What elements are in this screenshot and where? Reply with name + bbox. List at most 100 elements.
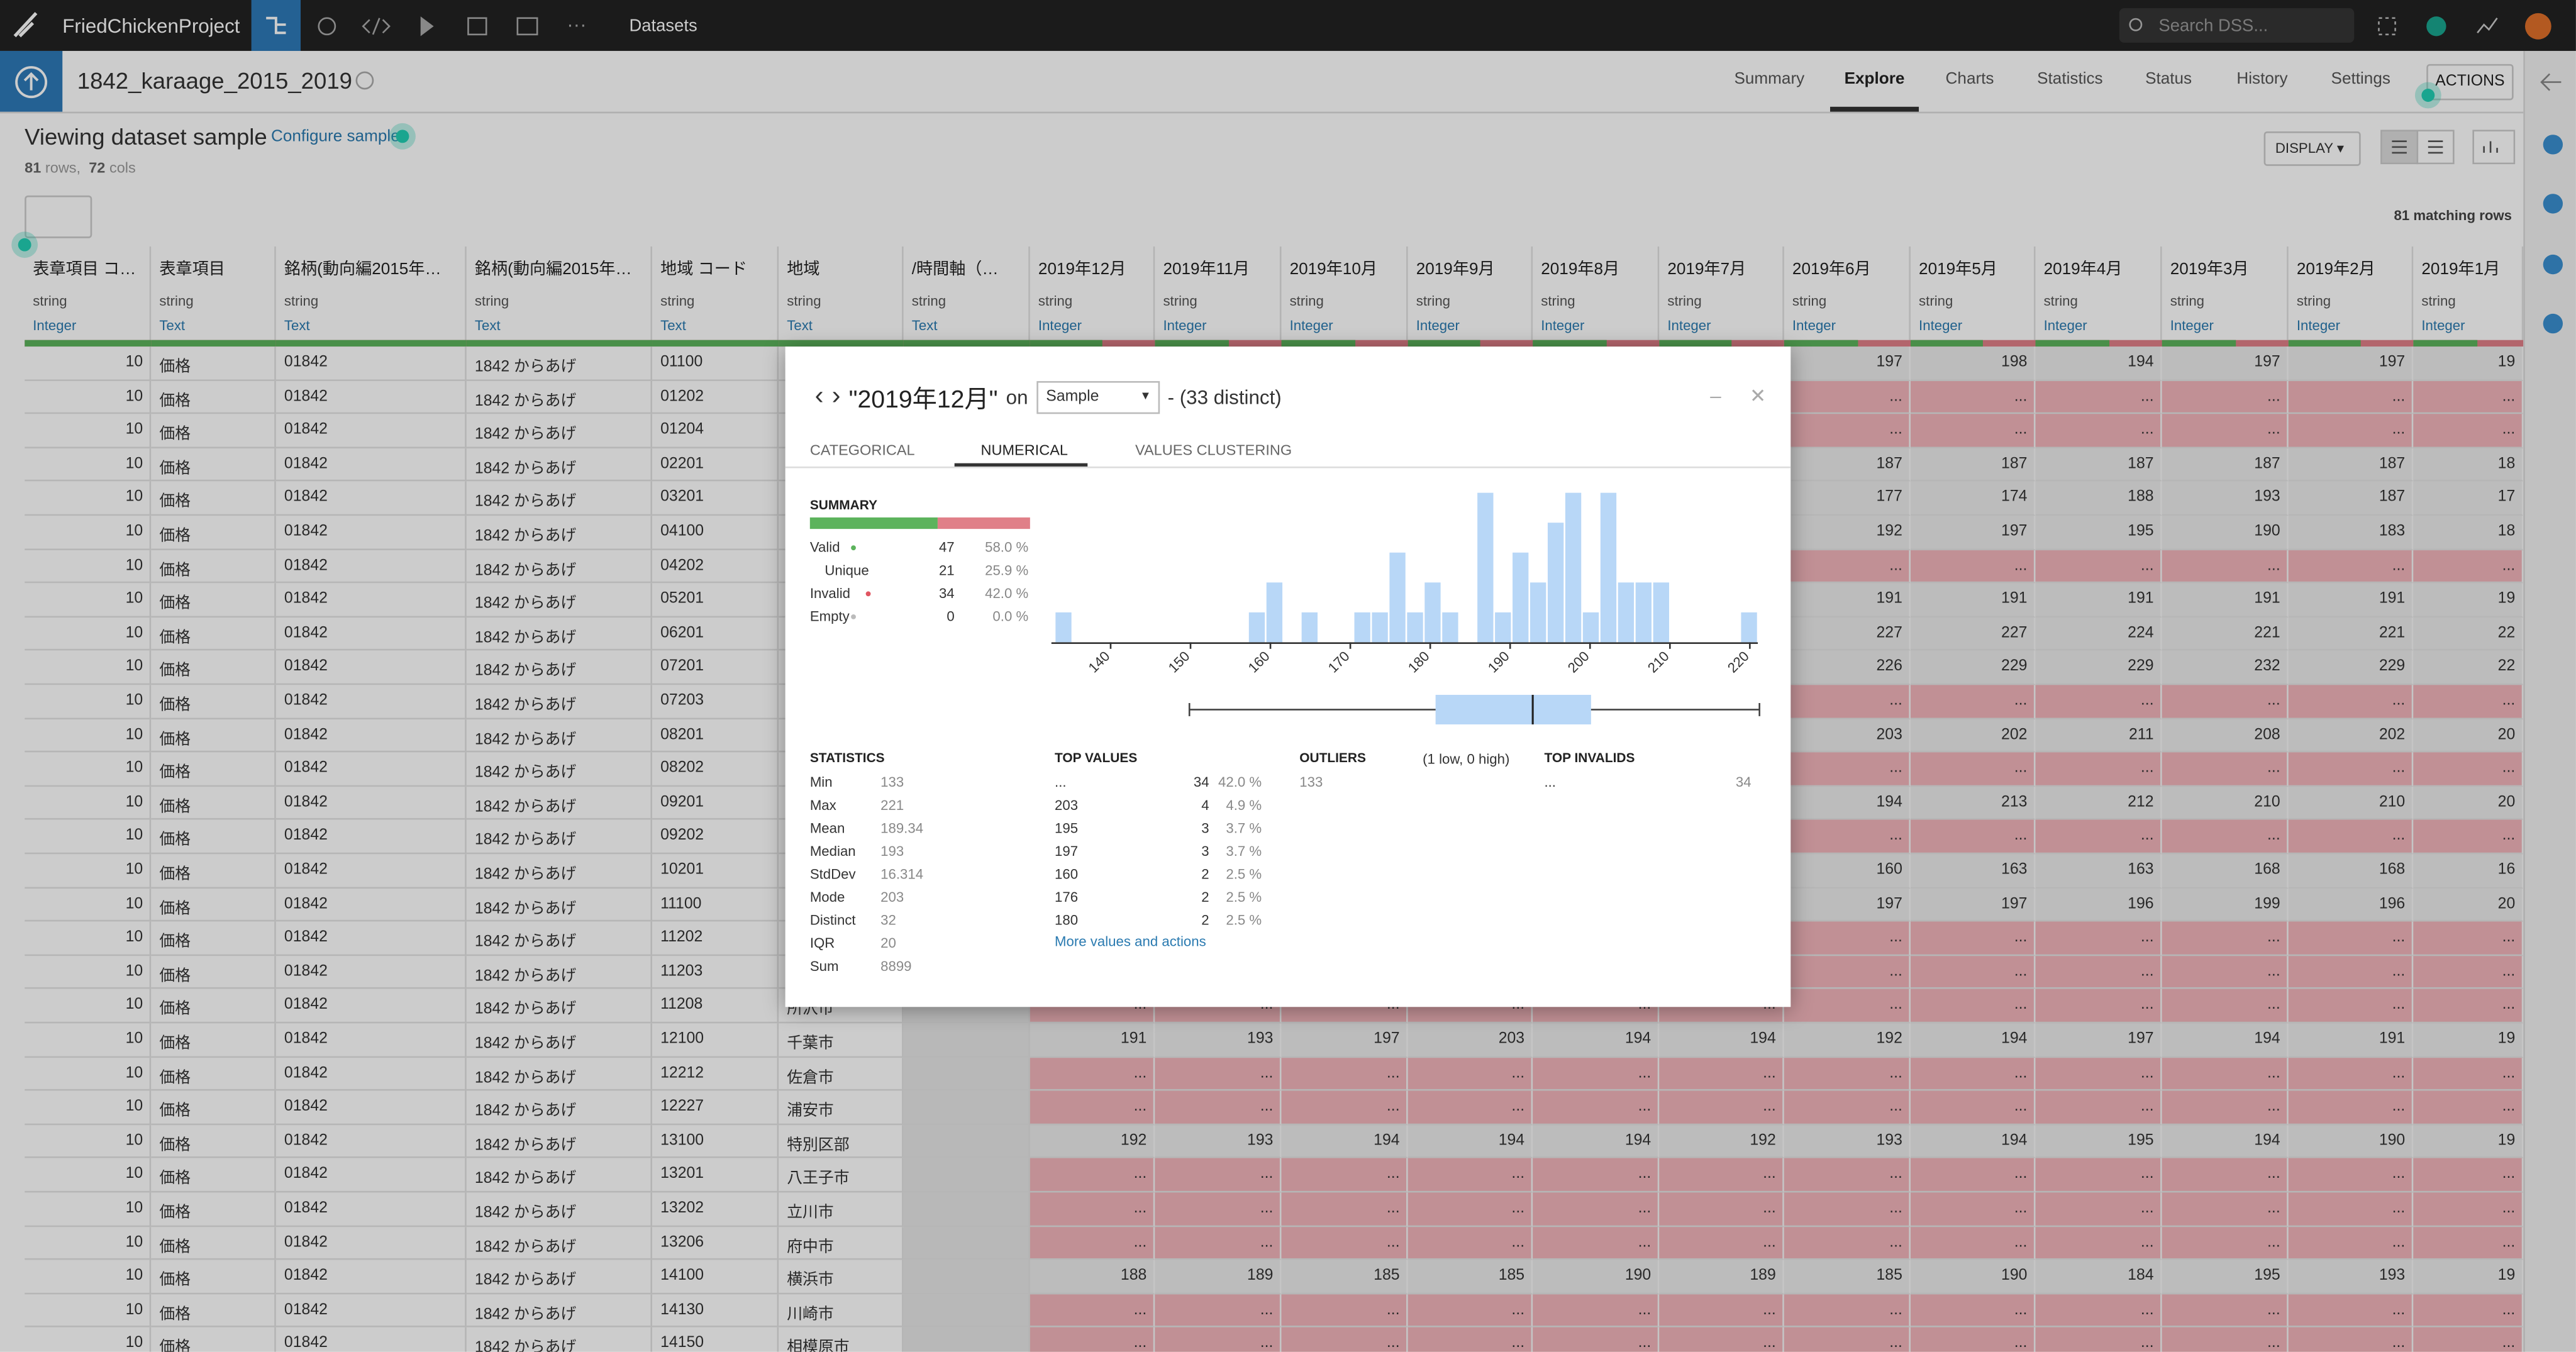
column-meaning: Text <box>911 317 938 334</box>
validity-bar <box>1910 340 2036 347</box>
section-name[interactable]: Datasets <box>629 16 697 36</box>
column-storage: string <box>474 292 509 309</box>
column-header[interactable]: 銘柄(動向編2015年… string Text <box>466 246 653 340</box>
recipe-icon[interactable] <box>318 17 336 36</box>
cell-text: ... <box>2502 421 2516 439</box>
analysis-tab[interactable]: NUMERICAL <box>980 441 1068 458</box>
code-icon[interactable] <box>362 18 391 35</box>
validity-bar <box>1784 340 1911 347</box>
stat-label: IQR <box>809 934 835 951</box>
table-cell: ... <box>1910 550 2036 584</box>
dataset-tab[interactable]: Settings <box>2331 70 2390 89</box>
table-cell: ... <box>2035 380 2162 414</box>
chart-view[interactable] <box>2472 130 2516 165</box>
project-name[interactable]: FriedChickenProject <box>62 14 240 38</box>
validity-valid <box>1659 340 1732 347</box>
column-header[interactable]: 2019年3月 string Integer <box>2162 246 2289 340</box>
column-header[interactable]: 2019年7月 string Integer <box>1659 246 1784 340</box>
column-storage: string <box>1792 292 1827 309</box>
cell-text: 10 <box>125 353 143 372</box>
edit-icon[interactable] <box>353 69 377 92</box>
cell-text: 187 <box>2254 455 2280 473</box>
table-cell: 232 <box>2162 651 2289 685</box>
more-icon[interactable]: ··· <box>567 14 586 36</box>
column-header[interactable]: 2019年2月 string Integer <box>2288 246 2414 340</box>
actions-button[interactable]: ACTIONS <box>2426 64 2514 101</box>
dataset-tab[interactable]: Statistics <box>2037 70 2103 89</box>
column-meaning: Integer <box>1919 317 1963 334</box>
cell-text: 191 <box>2128 590 2154 609</box>
column-header[interactable]: 表章項目 string Text <box>151 246 276 340</box>
histogram-bar <box>1600 492 1617 643</box>
column-header[interactable]: 表章項目 コ… string Integer <box>25 246 152 340</box>
column-header[interactable]: 2019年11月 string Integer <box>1155 246 1282 340</box>
column-header[interactable]: 銘柄(動向編2015年… string Text <box>275 246 467 340</box>
deploy-icon[interactable] <box>467 17 487 36</box>
help-icon[interactable] <box>2426 16 2446 36</box>
dataset-tab[interactable]: Status <box>2145 70 2192 89</box>
column-meaning: Integer <box>2421 317 2465 334</box>
row-col-count: 81 rows, 72 cols <box>25 159 136 175</box>
search-box[interactable] <box>2119 8 2355 43</box>
table-cell: ... <box>2035 414 2162 448</box>
column-meaning: Integer <box>1541 317 1585 334</box>
dataset-tab[interactable]: Explore <box>1844 70 1905 89</box>
table-cell: ... <box>2162 414 2289 448</box>
column-header[interactable]: 地域 コード string Text <box>652 246 779 340</box>
column-header[interactable]: /時間軸（… string Text <box>903 246 1030 340</box>
histogram-bar <box>1530 582 1546 643</box>
column-header[interactable]: 2019年12月 string Integer <box>1030 246 1155 340</box>
beacon[interactable] <box>18 238 31 252</box>
validity-valid <box>1155 340 1229 347</box>
cell-text: 1842 からあげ <box>474 730 577 749</box>
column-header[interactable]: 2019年1月 string Integer <box>2413 246 2524 340</box>
analysis-tab[interactable]: VALUES CLUSTERING <box>1135 441 1292 458</box>
table-cell: ... <box>1910 380 2036 414</box>
column-storage: string <box>2296 292 2331 309</box>
top-value-count: 3 <box>1201 819 1209 836</box>
dashboard-icon[interactable] <box>516 17 538 36</box>
dataset-tab[interactable]: Charts <box>1945 70 1994 89</box>
activity-icon[interactable] <box>2477 17 2498 34</box>
cell-text: 10 <box>125 759 143 778</box>
display-button[interactable]: DISPLAY ▾ <box>2263 131 2361 166</box>
cell-text: 187 <box>2001 455 2028 473</box>
stat-label: Sum <box>809 957 839 975</box>
table-cell: 10 <box>25 380 152 414</box>
table-cell: 197 <box>2288 346 2414 380</box>
search-placeholder[interactable]: Search DSS... <box>2158 16 2268 36</box>
column-header[interactable]: 2019年5月 string Integer <box>1910 246 2036 340</box>
table-cell: 229 <box>2288 651 2414 685</box>
cell-text: 1842 からあげ <box>474 459 577 478</box>
table-cell: 188 <box>2035 482 2162 516</box>
cell-text: 1842 からあげ <box>474 426 577 444</box>
column-header[interactable]: 2019年4月 string Integer <box>2035 246 2162 340</box>
beacon[interactable] <box>396 130 409 143</box>
validity-valid <box>652 340 779 347</box>
column-meaning: Text <box>660 317 686 334</box>
table-cell: ... <box>1784 752 1911 787</box>
table-cell: 01100 <box>652 346 779 380</box>
analysis-tab[interactable]: CATEGORICAL <box>809 441 915 458</box>
validity-valid <box>779 340 904 347</box>
cell-text: 227 <box>1876 624 1902 642</box>
column-header[interactable]: 2019年8月 string Integer <box>1533 246 1660 340</box>
status-dot <box>851 614 856 619</box>
beacon[interactable] <box>2421 89 2435 102</box>
run-icon[interactable] <box>420 16 434 36</box>
cell-text: 1842 からあげ <box>474 561 577 580</box>
column-header[interactable]: 地域 string Text <box>779 246 904 340</box>
configure-sample[interactable]: Configure sample <box>271 128 400 147</box>
avatar[interactable] <box>2524 13 2551 40</box>
cell-text: 1842 からあげ <box>474 392 577 410</box>
table-cell: 価格 <box>151 346 276 380</box>
column-header[interactable]: 2019年6月 string Integer <box>1784 246 1911 340</box>
cell-text: ... <box>1889 556 1902 575</box>
apps-icon[interactable] <box>2378 17 2396 36</box>
column-header[interactable]: 2019年10月 string Integer <box>1281 246 1408 340</box>
cell-text: 221 <box>2379 624 2406 642</box>
column-header[interactable]: 2019年9月 string Integer <box>1407 246 1533 340</box>
dataset-tab[interactable]: History <box>2236 70 2288 89</box>
dataset-tab[interactable]: Summary <box>1734 70 1805 89</box>
filter-input[interactable] <box>25 195 92 238</box>
